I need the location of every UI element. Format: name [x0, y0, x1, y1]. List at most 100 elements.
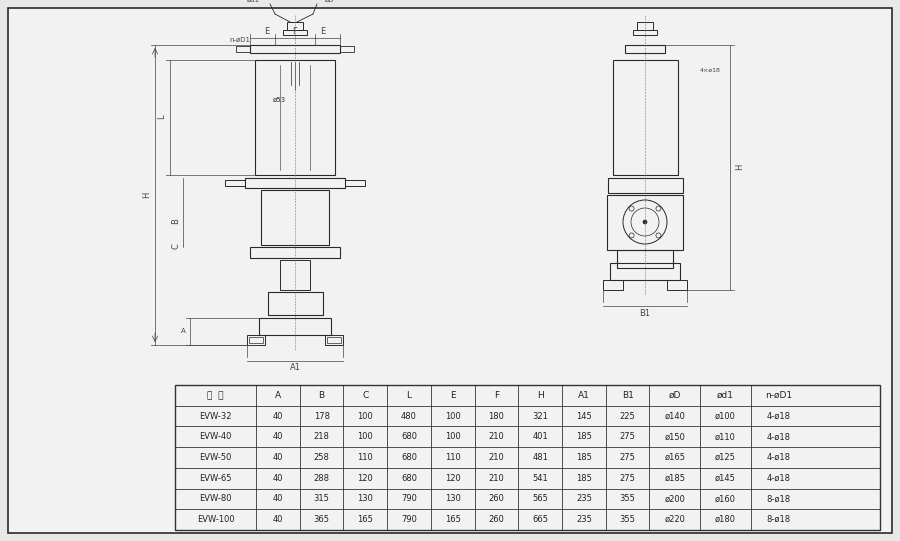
Text: ø140: ø140 — [664, 412, 685, 420]
Text: ød1: ød1 — [247, 0, 260, 3]
Text: n-øD1: n-øD1 — [765, 391, 792, 400]
Text: H: H — [735, 164, 744, 170]
Text: 4-ø18: 4-ø18 — [767, 412, 791, 420]
Text: 275: 275 — [620, 432, 635, 441]
Text: 365: 365 — [313, 515, 329, 524]
Circle shape — [643, 220, 647, 224]
Bar — [250, 247, 340, 258]
Bar — [287, 22, 303, 30]
Text: 680: 680 — [401, 474, 417, 483]
Text: 481: 481 — [532, 453, 548, 462]
Text: A: A — [181, 328, 185, 334]
Text: 180: 180 — [489, 412, 504, 420]
Text: 315: 315 — [314, 494, 329, 504]
Text: EVW-50: EVW-50 — [200, 453, 231, 462]
Text: B1: B1 — [639, 308, 651, 318]
Bar — [325, 335, 343, 345]
Text: C: C — [362, 391, 368, 400]
Text: ø100: ø100 — [716, 412, 736, 420]
Text: EVW-80: EVW-80 — [199, 494, 232, 504]
Text: 110: 110 — [357, 453, 374, 462]
Bar — [610, 263, 680, 280]
Bar — [261, 190, 329, 245]
Text: 165: 165 — [357, 515, 374, 524]
Text: ø180: ø180 — [716, 515, 736, 524]
Text: A: A — [274, 391, 281, 400]
Text: n-øD1: n-øD1 — [229, 37, 250, 43]
Text: B1: B1 — [622, 391, 634, 400]
Bar — [607, 195, 683, 250]
Text: 260: 260 — [489, 494, 504, 504]
Bar — [268, 292, 323, 315]
Text: 680: 680 — [401, 453, 417, 462]
Text: EVW-65: EVW-65 — [199, 474, 232, 483]
Bar — [633, 30, 657, 35]
Text: H: H — [142, 192, 151, 198]
Text: ø150: ø150 — [664, 432, 685, 441]
Bar — [637, 22, 653, 30]
Text: 4-ø18: 4-ø18 — [767, 453, 791, 462]
Text: 790: 790 — [401, 494, 417, 504]
Text: 185: 185 — [576, 432, 592, 441]
Text: 165: 165 — [445, 515, 461, 524]
Text: 40: 40 — [273, 474, 284, 483]
Bar — [249, 337, 263, 343]
Text: 40: 40 — [273, 432, 284, 441]
Bar — [225, 180, 245, 186]
Text: 260: 260 — [489, 515, 504, 524]
Bar — [283, 30, 307, 35]
Text: 100: 100 — [445, 412, 461, 420]
Text: L: L — [158, 115, 166, 120]
Text: 100: 100 — [445, 432, 461, 441]
Text: 120: 120 — [357, 474, 374, 483]
Text: 40: 40 — [273, 412, 284, 420]
Text: 130: 130 — [445, 494, 461, 504]
Text: EVW-40: EVW-40 — [200, 432, 231, 441]
Text: 145: 145 — [576, 412, 592, 420]
Text: A1: A1 — [290, 364, 301, 373]
Text: E: E — [320, 27, 326, 36]
Text: 210: 210 — [489, 432, 504, 441]
Text: 275: 275 — [620, 474, 635, 483]
Bar — [236, 46, 250, 52]
Text: 321: 321 — [532, 412, 548, 420]
Text: 225: 225 — [620, 412, 635, 420]
Bar — [625, 45, 665, 53]
Bar — [250, 45, 340, 53]
Bar — [280, 260, 310, 290]
Text: 40: 40 — [273, 494, 284, 504]
Text: 110: 110 — [445, 453, 461, 462]
Text: 4-ø18: 4-ø18 — [767, 432, 791, 441]
Text: øD: øD — [325, 0, 335, 3]
Text: ø185: ø185 — [664, 474, 685, 483]
Text: 4-ø18: 4-ø18 — [767, 474, 791, 483]
Text: H: H — [536, 391, 544, 400]
Text: F: F — [292, 27, 297, 36]
Bar — [345, 180, 365, 186]
Text: A1: A1 — [578, 391, 590, 400]
Text: 8-ø18: 8-ø18 — [767, 515, 791, 524]
Text: 541: 541 — [532, 474, 548, 483]
Bar — [603, 280, 623, 290]
Bar — [327, 337, 341, 343]
Text: 565: 565 — [532, 494, 548, 504]
Text: 120: 120 — [445, 474, 461, 483]
Text: B: B — [319, 391, 325, 400]
Text: 401: 401 — [532, 432, 548, 441]
Bar — [255, 60, 335, 175]
Text: 178: 178 — [313, 412, 329, 420]
Bar — [667, 280, 687, 290]
Text: EVW-100: EVW-100 — [197, 515, 234, 524]
Text: ø160: ø160 — [716, 494, 736, 504]
Text: 100: 100 — [357, 412, 374, 420]
Text: 680: 680 — [401, 432, 417, 441]
Text: ø110: ø110 — [716, 432, 736, 441]
Text: 355: 355 — [620, 494, 635, 504]
Text: 258: 258 — [314, 453, 329, 462]
Text: L: L — [407, 391, 411, 400]
Text: E: E — [265, 27, 270, 36]
Bar — [608, 178, 683, 193]
Text: 235: 235 — [576, 494, 592, 504]
Text: 185: 185 — [576, 474, 592, 483]
Text: 210: 210 — [489, 453, 504, 462]
